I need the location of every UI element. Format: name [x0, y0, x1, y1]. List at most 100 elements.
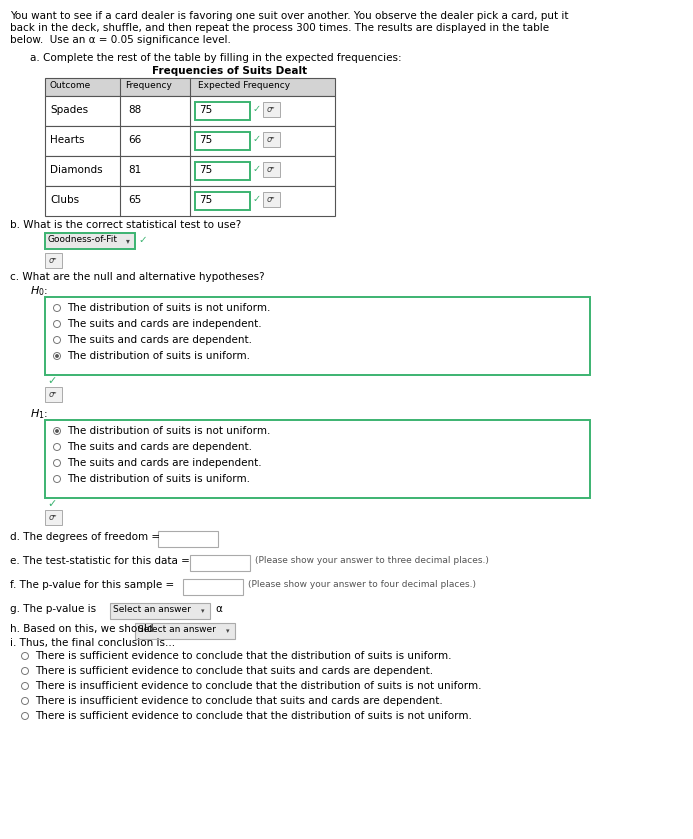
Text: Select an answer: Select an answer [113, 605, 191, 613]
Text: σᵉ: σᵉ [49, 513, 58, 522]
Text: σᵉ: σᵉ [267, 195, 276, 204]
Bar [45, 126, 335, 156]
Text: ✓: ✓ [253, 194, 261, 204]
Text: ▾: ▾ [126, 237, 130, 246]
Text: a. Complete the rest of the table by filling in the expected frequencies:: a. Complete the rest of the table by fil… [30, 53, 402, 63]
Text: (Please show your answer to four decimal places.): (Please show your answer to four decimal… [248, 580, 476, 589]
Circle shape [53, 460, 60, 466]
Text: The distribution of suits is not uniform.: The distribution of suits is not uniform… [67, 426, 270, 436]
Circle shape [53, 320, 60, 327]
Bar [183, 579, 243, 595]
Text: The suits and cards are independent.: The suits and cards are independent. [67, 458, 262, 468]
Circle shape [53, 476, 60, 482]
Bar [45, 297, 590, 375]
Text: The distribution of suits is not uniform.: The distribution of suits is not uniform… [67, 303, 270, 313]
Text: ✓: ✓ [47, 499, 56, 509]
Bar [45, 186, 335, 216]
Bar [158, 531, 218, 547]
Bar [195, 162, 250, 180]
Circle shape [53, 444, 60, 451]
Text: ▾: ▾ [226, 628, 230, 634]
Text: 66: 66 [128, 135, 141, 145]
Text: α: α [215, 604, 222, 614]
Text: d. The degrees of freedom =: d. The degrees of freedom = [10, 532, 160, 542]
Text: Frequencies of Suits Dealt: Frequencies of Suits Dealt [152, 66, 308, 76]
Bar [263, 132, 280, 147]
Text: ✓: ✓ [253, 164, 261, 174]
Circle shape [55, 354, 59, 358]
Circle shape [53, 428, 60, 435]
Text: σᵉ: σᵉ [267, 105, 276, 114]
Circle shape [21, 697, 28, 705]
Text: g. The p-value is: g. The p-value is [10, 604, 96, 614]
Text: (Please show your answer to three decimal places.): (Please show your answer to three decima… [255, 556, 489, 565]
Text: $H_1$:: $H_1$: [30, 407, 48, 421]
Text: back in the deck, shuffle, and then repeat the process 300 times. The results ar: back in the deck, shuffle, and then repe… [10, 23, 549, 33]
Bar [45, 387, 62, 402]
Text: ✓: ✓ [138, 235, 147, 245]
Bar [45, 510, 62, 525]
Circle shape [53, 305, 60, 311]
Text: There is sufficient evidence to conclude that suits and cards are dependent.: There is sufficient evidence to conclude… [35, 666, 433, 676]
Text: σᵉ: σᵉ [267, 165, 276, 174]
Text: b. What is the correct statistical test to use?: b. What is the correct statistical test … [10, 220, 241, 230]
Text: Outcome: Outcome [49, 81, 90, 90]
Text: e. The test-statistic for this data =: e. The test-statistic for this data = [10, 556, 190, 566]
Text: 88: 88 [128, 105, 141, 115]
Text: There is insufficient evidence to conclude that suits and cards are dependent.: There is insufficient evidence to conclu… [35, 696, 443, 706]
Text: h. Based on this, we should: h. Based on this, we should [10, 624, 154, 634]
Bar [195, 192, 250, 210]
Text: 75: 75 [199, 165, 212, 175]
Bar [45, 156, 335, 186]
Bar [45, 233, 135, 249]
Text: The distribution of suits is uniform.: The distribution of suits is uniform. [67, 351, 250, 361]
Text: Spades: Spades [50, 105, 88, 115]
Text: The suits and cards are independent.: The suits and cards are independent. [67, 319, 262, 329]
Text: ✓: ✓ [47, 376, 56, 386]
Bar [135, 623, 235, 639]
Text: Select an answer: Select an answer [138, 624, 216, 633]
Text: 75: 75 [199, 135, 212, 145]
Text: 65: 65 [128, 195, 141, 205]
Text: Goodness-of-Fit: Goodness-of-Fit [48, 235, 118, 244]
Bar [263, 102, 280, 117]
Circle shape [21, 682, 28, 690]
Text: The suits and cards are dependent.: The suits and cards are dependent. [67, 442, 252, 452]
Text: 75: 75 [199, 105, 212, 115]
Bar [45, 253, 62, 268]
Text: Clubs: Clubs [50, 195, 79, 205]
Bar [195, 102, 250, 120]
Text: Expected Frequency: Expected Frequency [198, 81, 290, 90]
Text: σᵉ: σᵉ [49, 390, 58, 399]
Text: There is sufficient evidence to conclude that the distribution of suits is unifo: There is sufficient evidence to conclude… [35, 651, 452, 661]
Text: The distribution of suits is uniform.: The distribution of suits is uniform. [67, 474, 250, 484]
Bar [45, 96, 335, 126]
Text: The suits and cards are dependent.: The suits and cards are dependent. [67, 335, 252, 345]
Bar [190, 555, 250, 571]
Text: c. What are the null and alternative hypotheses?: c. What are the null and alternative hyp… [10, 272, 265, 282]
Text: ✓: ✓ [253, 134, 261, 144]
Text: Diamonds: Diamonds [50, 165, 103, 175]
Text: ✓: ✓ [253, 104, 261, 114]
Circle shape [21, 712, 28, 720]
Circle shape [21, 653, 28, 659]
Bar [110, 603, 210, 619]
Bar [263, 162, 280, 177]
Text: ▾: ▾ [201, 608, 204, 614]
Bar [263, 192, 280, 207]
Text: 75: 75 [199, 195, 212, 205]
Text: Frequency: Frequency [125, 81, 172, 90]
Bar [45, 78, 335, 96]
Text: i. Thus, the final conclusion is...: i. Thus, the final conclusion is... [10, 638, 175, 648]
Text: You want to see if a card dealer is favoring one suit over another. You observe : You want to see if a card dealer is favo… [10, 11, 568, 21]
Bar [195, 132, 250, 150]
Circle shape [55, 429, 59, 433]
Text: There is sufficient evidence to conclude that the distribution of suits is not u: There is sufficient evidence to conclude… [35, 711, 472, 721]
Text: $H_0$:: $H_0$: [30, 284, 48, 298]
Text: σᵉ: σᵉ [267, 135, 276, 144]
Text: f. The p-value for this sample =: f. The p-value for this sample = [10, 580, 174, 590]
Text: below.  Use an α = 0.05 significance level.: below. Use an α = 0.05 significance leve… [10, 35, 231, 45]
Text: There is insufficient evidence to conclude that the distribution of suits is not: There is insufficient evidence to conclu… [35, 681, 482, 691]
Text: σᵉ: σᵉ [49, 256, 58, 265]
Bar [45, 420, 590, 498]
